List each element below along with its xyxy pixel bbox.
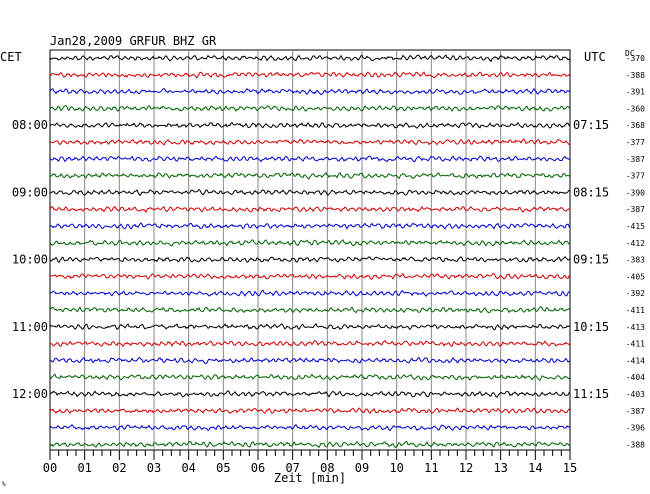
- minute-grid: [84, 50, 536, 450]
- left-hour-label: 10:00: [12, 253, 48, 267]
- dc-offset-label: -414: [626, 356, 645, 365]
- x-tick-label: 05: [216, 461, 230, 475]
- trace-line: [49, 407, 571, 415]
- chart-title: Jan28,2009 GRFUR BHZ GR: [50, 34, 217, 48]
- x-tick-label: 03: [147, 461, 161, 475]
- trace-line: [49, 373, 571, 382]
- trace-line: [49, 289, 571, 297]
- footer-mark: %: [2, 481, 6, 488]
- dc-offset-label: -415: [626, 222, 645, 231]
- trace-line: [49, 222, 571, 230]
- right-hour-label: 10:15: [573, 320, 609, 334]
- right-hour-label: 09:15: [573, 253, 609, 267]
- trace-group: [49, 54, 571, 449]
- dc-offset-label: -411: [626, 306, 645, 315]
- left-timezone-label: CET: [0, 50, 22, 64]
- dc-offset-label: -412: [626, 239, 645, 248]
- x-tick-label: 14: [528, 461, 542, 475]
- dc-offset-label: -387: [626, 407, 645, 416]
- trace-line: [49, 138, 571, 146]
- dc-offset-label: -377: [626, 172, 645, 181]
- x-tick-label: 07: [285, 461, 299, 475]
- dc-offset-label: -404: [626, 373, 645, 382]
- x-axis-ticks: [49, 450, 571, 460]
- x-tick-labels: 00 01 02 03 04 05 06 07 08 09 10 11 12 13 14 15: [43, 461, 577, 475]
- trace-line: [49, 121, 571, 129]
- x-tick-label: 06: [251, 461, 265, 475]
- trace-line: [49, 171, 571, 180]
- hour-labels: 08:00 09:00 10:00 11:00 12:00 07:15 08:15 09:15…: [12, 118, 609, 401]
- x-tick-label: 04: [181, 461, 195, 475]
- dc-offset-label: -383: [626, 256, 645, 265]
- x-axis-label: Zeit [min]: [274, 471, 346, 485]
- x-tick-label: 09: [355, 461, 369, 475]
- trace-line: [49, 390, 571, 398]
- dc-offset-label: -368: [626, 121, 645, 130]
- trace-line: [49, 87, 571, 96]
- plot-frame: [49, 49, 571, 451]
- trace-line: [49, 322, 571, 331]
- dc-offset-label: -387: [626, 155, 645, 164]
- dc-offset-label: -390: [626, 188, 645, 197]
- trace-line: [49, 205, 570, 213]
- x-tick-label: 13: [493, 461, 507, 475]
- left-hour-label: 09:00: [12, 185, 48, 199]
- left-hour-label: 11:00: [12, 320, 48, 334]
- x-tick-label: 12: [459, 461, 473, 475]
- dc-header-label: DC: [625, 49, 635, 58]
- left-hour-label: 12:00: [12, 387, 48, 401]
- dc-offset-label: -396: [626, 424, 645, 433]
- dc-offset-label: -388: [626, 440, 645, 449]
- right-hour-label: 08:15: [573, 185, 609, 199]
- trace-line: [49, 71, 571, 79]
- dc-offset-label: -388: [626, 71, 645, 80]
- dc-offset-label: -411: [626, 340, 645, 349]
- dc-offset-label: -391: [626, 88, 645, 97]
- right-hour-label: 07:15: [573, 118, 609, 132]
- dc-offset-label: -387: [626, 205, 645, 214]
- trace-line: [49, 272, 571, 280]
- dc-offset-label: -403: [626, 390, 645, 399]
- trace-line: [49, 188, 570, 197]
- x-tick-label: 00: [43, 461, 57, 475]
- dc-offset-label: -370: [626, 54, 645, 63]
- x-tick-label: 08: [320, 461, 334, 475]
- x-tick-label: 01: [77, 461, 91, 475]
- trace-line: [49, 54, 571, 63]
- right-hour-label: 11:15: [573, 387, 609, 401]
- trace-line: [49, 239, 571, 247]
- x-tick-label: 11: [424, 461, 438, 475]
- dc-offset-label: -360: [626, 104, 645, 113]
- trace-line: [49, 104, 571, 112]
- left-hour-label: 08:00: [12, 118, 48, 132]
- trace-line: [49, 356, 571, 365]
- dc-offset-label: -405: [626, 272, 645, 281]
- dc-offset-label: -377: [626, 138, 645, 147]
- trace-line: [49, 155, 571, 163]
- x-tick-label: 15: [563, 461, 577, 475]
- x-tick-label: 02: [112, 461, 126, 475]
- trace-line: [49, 423, 571, 432]
- trace-line: [49, 305, 571, 314]
- trace-line: [49, 339, 571, 348]
- right-timezone-label: UTC: [584, 50, 606, 64]
- dc-offset-label: -413: [626, 323, 645, 332]
- trace-line: [49, 440, 571, 449]
- trace-line: [49, 256, 571, 264]
- dc-offset-labels: -370 -388 -391 -360 -368 -377 -387 -377 -390 -387…: [626, 54, 645, 449]
- x-tick-label: 10: [389, 461, 403, 475]
- dc-offset-label: -392: [626, 289, 645, 298]
